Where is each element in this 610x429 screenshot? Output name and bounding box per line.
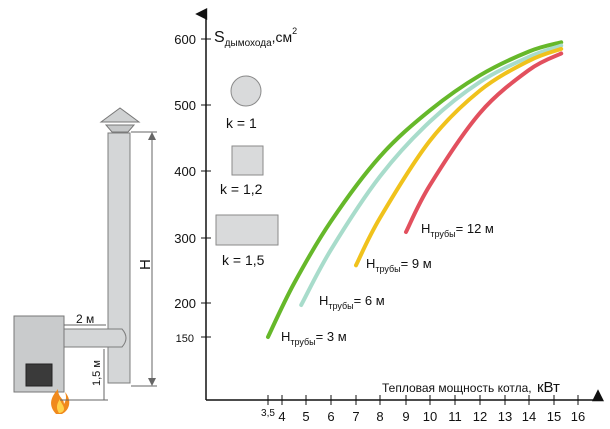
x-tick-label: 16 <box>571 409 585 424</box>
y-axis-title: Sдымохода,см2 <box>214 26 297 49</box>
series-labels: Hтрубы= 3 м Hтрубы= 6 м Hтрубы= 9 м Hтру… <box>281 221 494 347</box>
pipe-length-label: 2 м <box>76 312 94 326</box>
series-label-6m-value: = 6 м <box>354 293 385 308</box>
series-label-6m-sub: трубы <box>328 301 353 311</box>
x-tick-label: 10 <box>423 409 437 424</box>
x-axis-title: Тепловая мощность котла, кВт <box>382 379 560 396</box>
y-ticks: 150 200 300 400 500 600 <box>174 32 211 345</box>
y-tick-label: 500 <box>174 98 196 113</box>
series-line-3 <box>354 46 564 268</box>
y-axis-title-unit: ,см <box>272 29 293 45</box>
series-label-12m-prefix: H <box>421 221 430 236</box>
y-axis-title-main: S <box>214 29 225 46</box>
series-label-12m: Hтрубы= 12 м <box>421 221 494 239</box>
series-label-6m-prefix: H <box>319 293 328 308</box>
series-label-3m-prefix: H <box>281 329 290 344</box>
stove-height-label: 1,5 м <box>91 360 103 386</box>
series-label-3m: Hтрубы= 3 м <box>281 329 347 347</box>
series-curves <box>266 40 564 339</box>
connector-pipe <box>63 328 127 348</box>
series-line-2 <box>299 43 564 307</box>
stove-door <box>25 363 53 387</box>
x-tick-label: 13 <box>498 409 512 424</box>
x-tick-label: 6 <box>327 409 334 424</box>
series-label-9m-sub: трубы <box>375 264 400 274</box>
axes <box>195 7 604 402</box>
series-label-3m-sub: трубы <box>290 337 315 347</box>
x-axis-title-unit: кВт <box>537 379 560 396</box>
series-label-12m-sub: трубы <box>430 229 455 239</box>
circle-section-icon <box>230 75 262 107</box>
shape-label-rect: k = 1,5 <box>222 252 265 268</box>
y-tick-label: 300 <box>174 231 196 246</box>
square-section-icon <box>231 145 264 176</box>
x-tick-label: 4 <box>278 409 285 424</box>
x-ticks: 3,5 4 5 6 7 8 9 10 11 12 13 14 15 16 <box>261 395 585 424</box>
series-line-4 <box>404 51 564 234</box>
height-label: H <box>137 259 154 270</box>
x-tick-label: 3,5 <box>261 408 275 419</box>
y-tick-label: 150 <box>176 333 194 345</box>
chimney-cap-icon <box>99 107 141 123</box>
rect-section-icon <box>215 214 279 246</box>
x-tick-label: 12 <box>473 409 487 424</box>
y-axis-title-sub: дымохода <box>225 38 272 49</box>
y-tick-label: 600 <box>174 32 196 47</box>
x-tick-label: 11 <box>448 409 462 424</box>
series-line-1 <box>266 40 564 339</box>
series-label-6m: Hтрубы= 6 м <box>319 293 385 311</box>
chimney-pipe <box>107 132 131 384</box>
series-label-9m-value: = 9 м <box>401 256 432 271</box>
series-label-12m-value: = 12 м <box>456 221 494 236</box>
series-label-3m-value: = 3 м <box>316 329 347 344</box>
series-label-9m-prefix: H <box>366 256 375 271</box>
y-tick-label: 400 <box>174 164 196 179</box>
x-axis-title-main: Тепловая мощность котла, <box>382 381 532 395</box>
x-tick-label: 7 <box>352 409 359 424</box>
shape-label-square: k = 1,2 <box>220 181 263 197</box>
series-label-9m: Hтрубы= 9 м <box>366 256 432 274</box>
x-tick-label: 9 <box>402 409 409 424</box>
x-tick-label: 5 <box>302 409 309 424</box>
chimney-diagram: H 2 м 1,5 м <box>13 107 157 414</box>
x-tick-label: 15 <box>547 409 561 424</box>
x-tick-label: 8 <box>376 409 383 424</box>
y-axis-title-sup: 2 <box>292 26 297 36</box>
x-tick-label: 14 <box>522 409 536 424</box>
shape-legend: k = 1 k = 1,2 k = 1,5 <box>215 75 279 268</box>
shape-label-circle: k = 1 <box>226 115 257 131</box>
y-tick-label: 200 <box>174 296 196 311</box>
